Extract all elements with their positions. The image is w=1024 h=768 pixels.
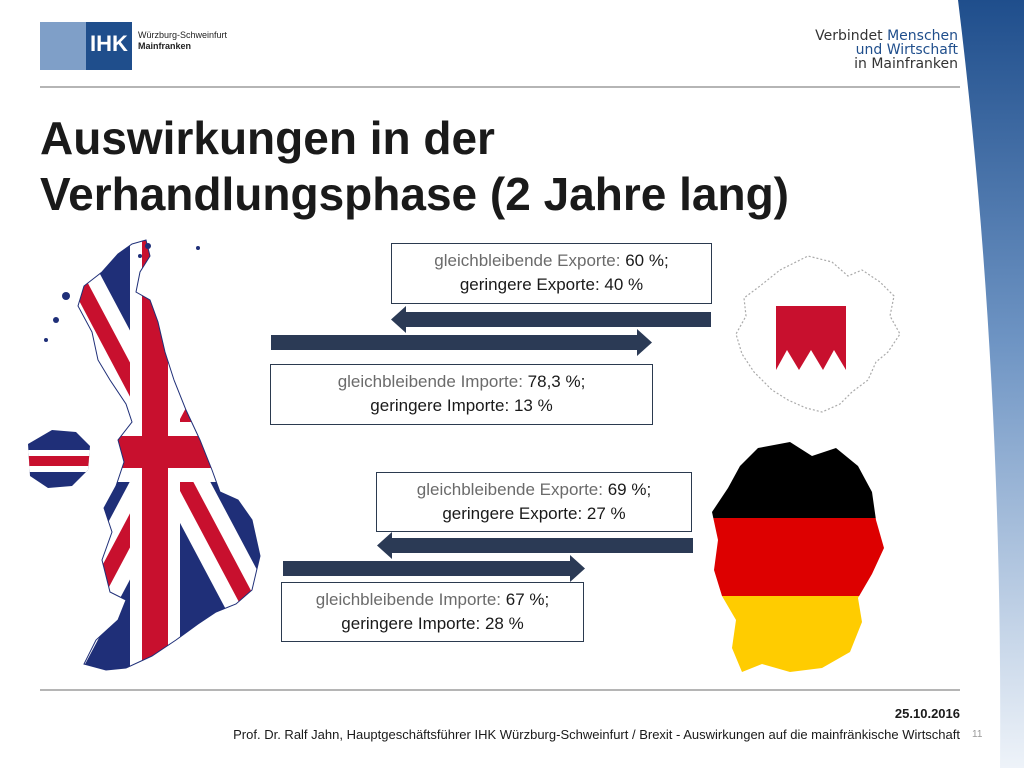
page-number: 11 xyxy=(972,729,983,740)
ihk-logo-org: Würzburg-Schweinfurt Mainfranken xyxy=(138,30,227,52)
tagline-line2: und Wirtschaft xyxy=(855,42,958,58)
uk-map xyxy=(28,239,261,671)
mf-exports-line1-label: gleichbleibende Exporte: xyxy=(434,251,626,270)
slide-title: Auswirkungen in der Verhandlungsphase (2… xyxy=(40,110,789,222)
title-line1: Auswirkungen in der xyxy=(40,112,495,164)
germany-imports-box: gleichbleibende Importe: 67 %; geringere… xyxy=(281,582,584,642)
de-exports-line1-label: gleichbleibende Exporte: xyxy=(416,480,608,499)
mf-imports-line1-value: 78,3 %; xyxy=(527,372,586,391)
de-imports-line2-label: geringere Importe: xyxy=(341,614,485,633)
mainfranken-exports-box: gleichbleibende Exporte: 60 %; geringere… xyxy=(391,243,712,304)
footer-date: 25.10.2016 xyxy=(894,706,960,721)
title-line2: Verhandlungsphase (2 Jahre lang) xyxy=(40,168,789,220)
ihk-logo-mark: IHK xyxy=(40,22,132,70)
de-exports-line2-label: geringere Exporte: xyxy=(442,504,587,523)
mainfranken-map xyxy=(735,255,901,413)
germany-map xyxy=(712,442,884,672)
arrow-mainfranken-to-uk xyxy=(391,306,711,333)
de-imports-line2-value: 28 % xyxy=(484,614,524,633)
de-imports-line1-value: 67 %; xyxy=(505,590,550,609)
tagline: Verbindet Menschen und Wirtschaft in Mai… xyxy=(815,29,958,71)
arrow-uk-to-germany xyxy=(283,555,585,582)
mf-imports-line2-label: geringere Importe: xyxy=(370,396,514,415)
ihk-org-line2: Mainfranken xyxy=(138,41,192,51)
header-divider xyxy=(40,86,960,88)
de-exports-line2-value: 27 % xyxy=(586,504,626,523)
mf-exports-line1-value: 60 %; xyxy=(625,251,669,270)
mf-imports-line2-value: 13 % xyxy=(513,396,553,415)
mf-exports-line2-value: 40 % xyxy=(604,275,644,294)
arrow-uk-to-mainfranken xyxy=(271,329,652,356)
tagline-line3: in Mainfranken xyxy=(854,56,958,72)
mf-exports-line2-label: geringere Exporte: xyxy=(459,275,605,294)
tagline-line1-accent: Menschen xyxy=(887,28,958,44)
de-imports-line1-label: gleichbleibende Importe: xyxy=(315,590,506,609)
franken-rake-emblem xyxy=(776,306,846,370)
ihk-logo-text: IHK xyxy=(90,31,128,56)
mainfranken-imports-box: gleichbleibende Importe: 78,3 %; geringe… xyxy=(270,364,653,425)
arrow-germany-to-uk xyxy=(377,532,693,559)
germany-exports-box: gleichbleibende Exporte: 69 %; geringere… xyxy=(376,472,692,532)
tagline-line1-pre: Verbindet xyxy=(815,28,888,44)
footer-text: Prof. Dr. Ralf Jahn, Hauptgeschäftsführe… xyxy=(233,727,960,742)
mf-imports-line1-label: gleichbleibende Importe: xyxy=(337,372,528,391)
de-exports-line1-value: 69 %; xyxy=(607,480,652,499)
ihk-org-line1: Würzburg-Schweinfurt xyxy=(138,30,228,40)
footer-divider xyxy=(40,689,960,691)
ihk-logo: IHK Würzburg-Schweinfurt Mainfranken xyxy=(40,22,250,72)
